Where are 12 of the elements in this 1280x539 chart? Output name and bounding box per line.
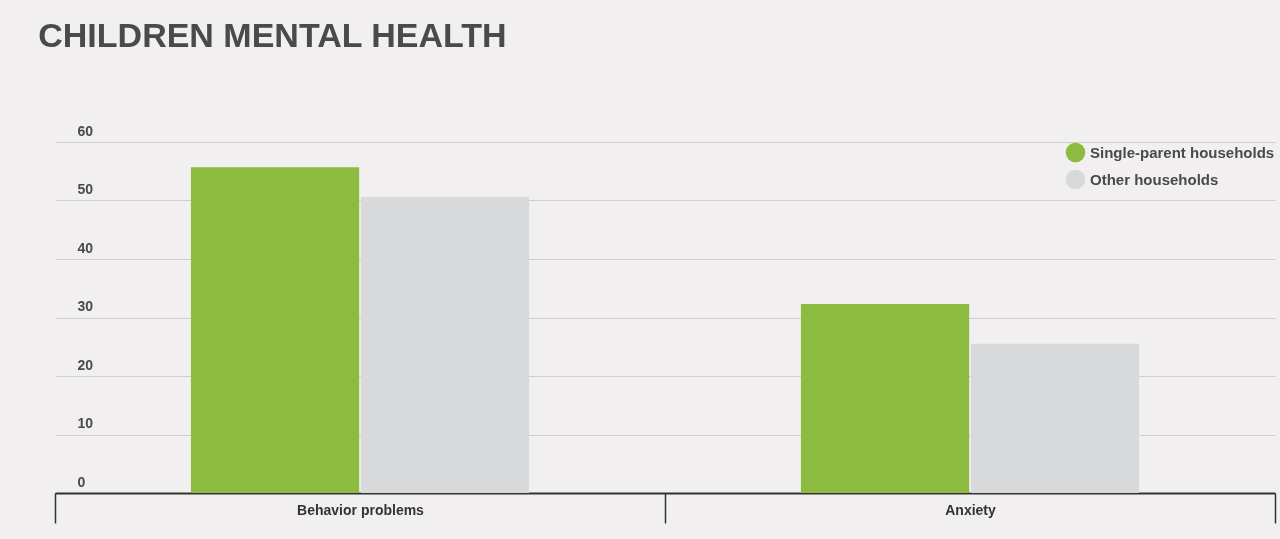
y-tick-label: 20 [77, 356, 94, 373]
chart-title: CHILDREN MENTAL HEALTH [38, 16, 507, 54]
x-tick-label: Behavior problems [297, 501, 425, 518]
y-tick-label: 0 [77, 473, 86, 490]
y-tick-label: 40 [77, 239, 94, 256]
legend-label: Other households [1090, 170, 1219, 188]
y-tick-label: 50 [77, 181, 94, 197]
x-tick-label: Anxiety [945, 501, 996, 518]
y-tick-label: 60 [77, 122, 94, 139]
legend-label: Single-parent households [1090, 143, 1275, 161]
y-tick-label: 10 [77, 415, 94, 431]
y-tick-label: 30 [77, 298, 94, 314]
